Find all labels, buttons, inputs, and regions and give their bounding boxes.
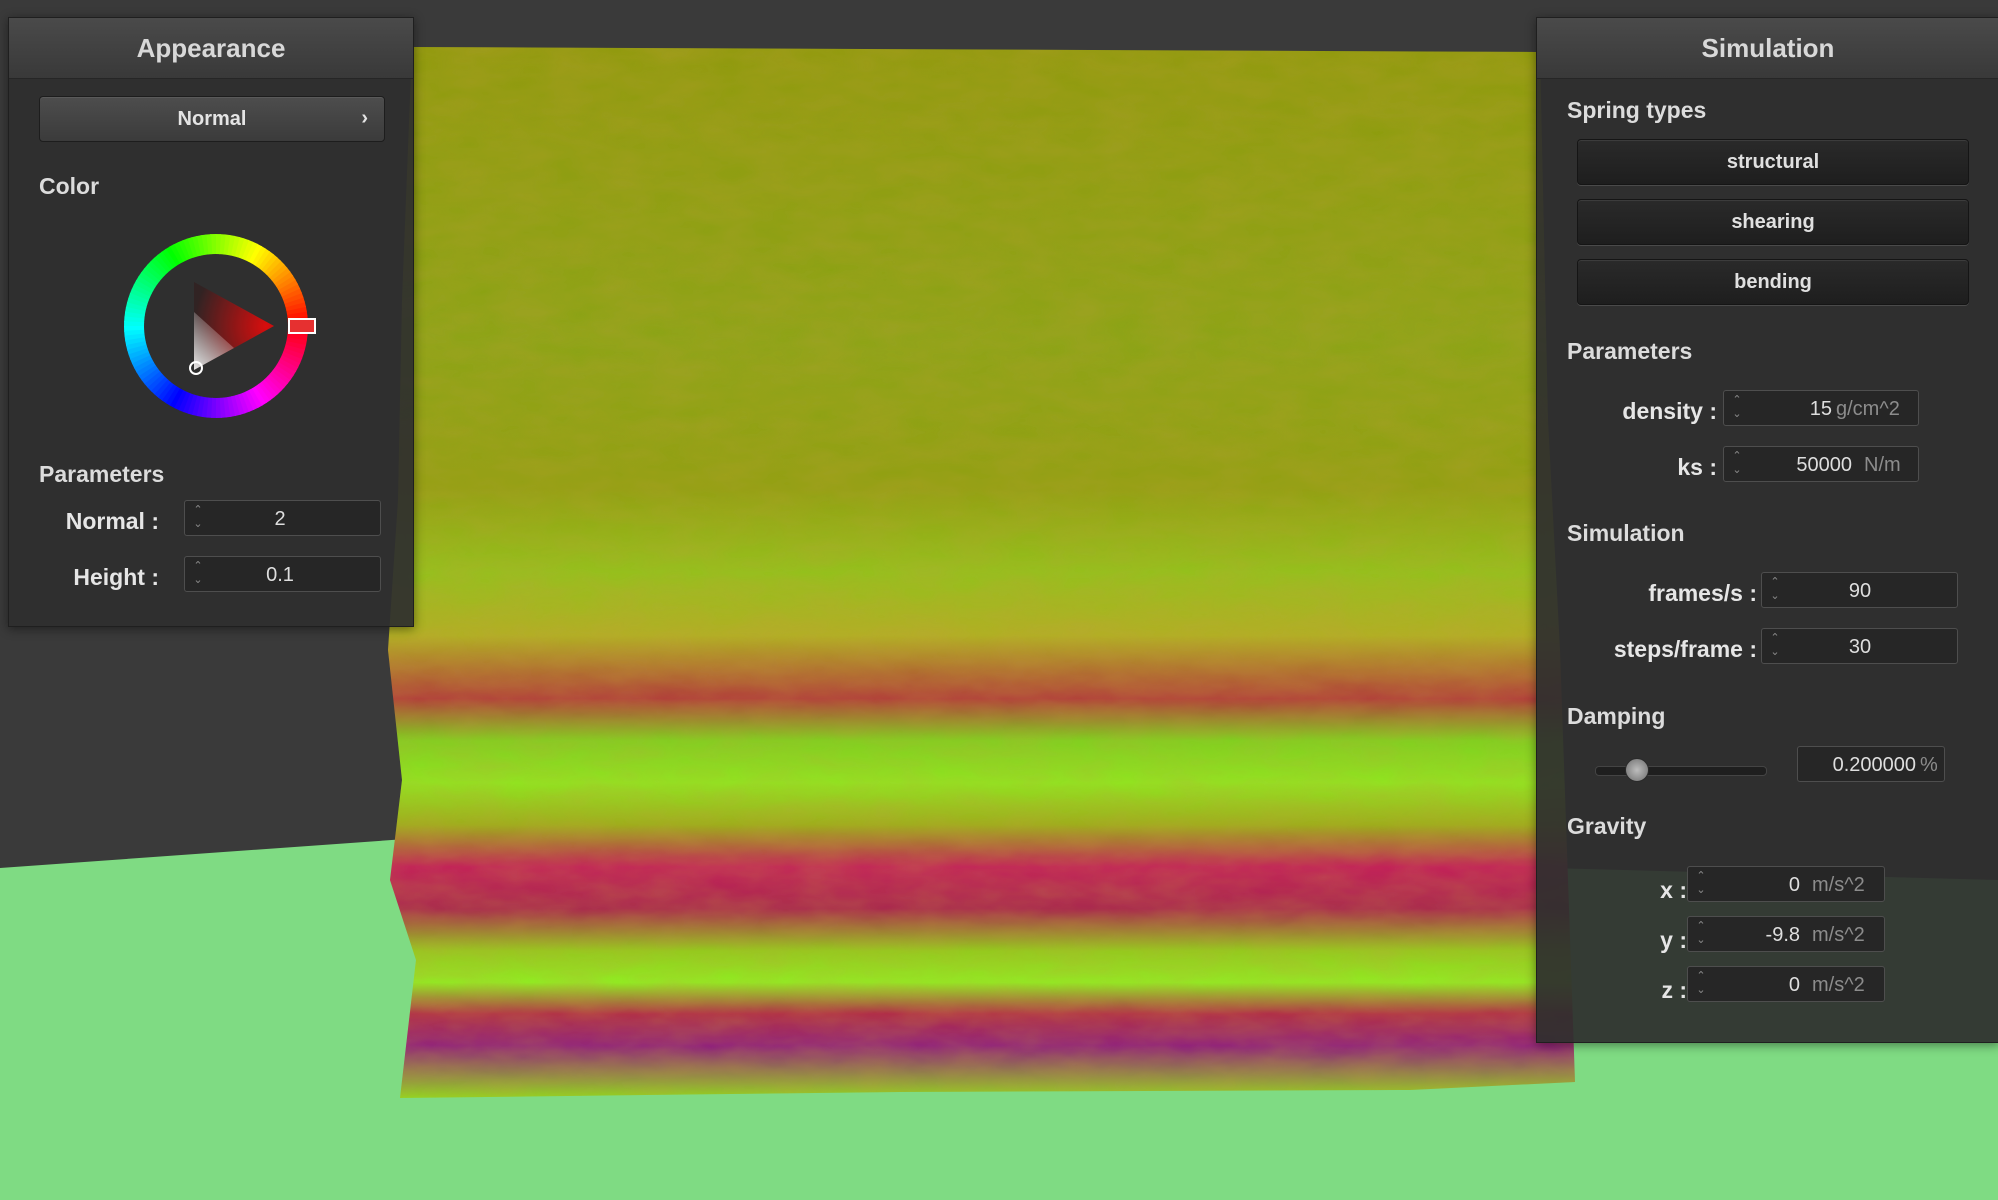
fps-label: frames/s : (1648, 580, 1757, 606)
spin-arrows-icon[interactable]: ⌃ ⌄ (1732, 450, 1742, 476)
appearance-panel: Appearance Normal › Color (8, 17, 414, 627)
gravity-x-value: 0 (1788, 874, 1800, 896)
shearing-spring-button[interactable]: shearing (1577, 199, 1969, 245)
gravity-z-spinbox[interactable]: ⌃ ⌄ 0 m/s^2 (1687, 966, 1885, 1002)
gravity-z-unit: m/s^2 (1812, 974, 1865, 996)
simulation-panel-title: Simulation (1537, 18, 1998, 79)
structural-spring-button[interactable]: structural (1577, 139, 1969, 185)
height-label: Height : (73, 564, 159, 590)
density-label: density : (1622, 398, 1717, 424)
color-section-title: Color (39, 173, 100, 199)
ks-spinbox[interactable]: ⌃ ⌄ 50000 N/m (1723, 446, 1919, 482)
damping-slider-handle[interactable] (1625, 758, 1649, 782)
normal-value: 2 (274, 508, 286, 530)
spin-arrows-icon[interactable]: ⌃ ⌄ (1770, 576, 1780, 602)
gravity-title: Gravity (1567, 813, 1647, 839)
damping-value-box[interactable]: 0.200000 % (1797, 746, 1945, 782)
gravity-y-unit: m/s^2 (1812, 924, 1865, 946)
color-wheel-picker[interactable] (124, 222, 324, 422)
color-wheel-icon (124, 234, 316, 418)
appearance-parameters-title: Parameters (39, 461, 165, 487)
density-value: 15 (1809, 398, 1832, 420)
normal-spinbox[interactable]: ⌃ ⌄ 2 (184, 500, 381, 536)
saturation-handle (189, 361, 203, 375)
chevron-right-icon: › (361, 107, 368, 129)
mode-dropdown-label: Normal (177, 108, 247, 130)
gravity-z-label: z : (1661, 977, 1687, 1003)
density-spinbox[interactable]: ⌃ ⌄ 15 g/cm^2 (1723, 390, 1919, 426)
damping-value: 0.200000 (1832, 754, 1916, 776)
spin-arrows-icon[interactable]: ⌃ ⌄ (193, 504, 203, 530)
simulation-parameters-title: Parameters (1567, 338, 1693, 364)
steps-spinbox[interactable]: ⌃ ⌄ 30 (1761, 628, 1958, 664)
bending-spring-button[interactable]: bending (1577, 259, 1969, 305)
height-spinbox[interactable]: ⌃ ⌄ 0.1 (184, 556, 381, 592)
spring-types-title: Spring types (1567, 97, 1707, 123)
ks-unit: N/m (1864, 454, 1901, 476)
gravity-y-label: y : (1660, 927, 1687, 953)
spin-arrows-icon[interactable]: ⌃ ⌄ (1770, 632, 1780, 658)
spin-arrows-icon[interactable]: ⌃ ⌄ (193, 560, 203, 586)
gravity-y-value: -9.8 (1765, 924, 1800, 946)
hue-handle (288, 318, 316, 334)
spin-arrows-icon[interactable]: ⌃ ⌄ (1696, 920, 1706, 946)
appearance-panel-title: Appearance (9, 18, 413, 79)
density-unit: g/cm^2 (1836, 398, 1900, 420)
steps-value: 30 (1848, 636, 1872, 658)
gravity-x-label: x : (1660, 877, 1687, 903)
simulation-section-title: Simulation (1567, 520, 1685, 546)
damping-unit: % (1920, 754, 1938, 776)
damping-title: Damping (1567, 703, 1666, 729)
damping-slider[interactable] (1595, 758, 1767, 782)
spin-arrows-icon[interactable]: ⌃ ⌄ (1732, 394, 1742, 420)
fps-value: 90 (1848, 580, 1872, 602)
simulation-panel: Simulation Spring types structural shear… (1536, 17, 1998, 1043)
spin-arrows-icon[interactable]: ⌃ ⌄ (1696, 870, 1706, 896)
ks-label: ks : (1677, 454, 1717, 480)
ks-value: 50000 (1796, 454, 1852, 476)
steps-label: steps/frame : (1613, 636, 1757, 662)
fps-spinbox[interactable]: ⌃ ⌄ 90 (1761, 572, 1958, 608)
gravity-x-unit: m/s^2 (1812, 874, 1865, 896)
gravity-z-value: 0 (1788, 974, 1800, 996)
damping-slider-track (1595, 766, 1767, 776)
normal-label: Normal : (65, 508, 159, 534)
gravity-x-spinbox[interactable]: ⌃ ⌄ 0 m/s^2 (1687, 866, 1885, 902)
mode-dropdown-button[interactable]: Normal › (39, 96, 385, 142)
spin-arrows-icon[interactable]: ⌃ ⌄ (1696, 970, 1706, 996)
gravity-y-spinbox[interactable]: ⌃ ⌄ -9.8 m/s^2 (1687, 916, 1885, 952)
height-value: 0.1 (266, 564, 294, 586)
